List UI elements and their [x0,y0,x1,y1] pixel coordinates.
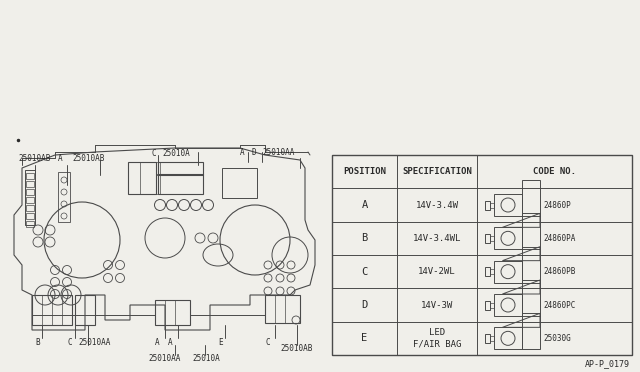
Bar [140,162,160,194]
Bar [522,280,540,316]
Text: 14V-3.4WL: 14V-3.4WL [413,234,461,243]
Text: 25010AA: 25010AA [262,148,294,157]
Bar [26,197,34,203]
Text: 25010A: 25010A [192,354,220,363]
Text: D: D [362,300,367,310]
Text: 14V-3.4W: 14V-3.4W [415,201,458,209]
Text: 25010AA: 25010AA [78,338,110,347]
Bar [155,300,190,325]
Bar [26,181,34,187]
Bar [522,247,540,283]
Text: A: A [362,200,367,210]
Bar [494,194,522,216]
Text: 25010AA: 25010AA [148,354,180,363]
Text: 24860PB: 24860PB [543,267,575,276]
Text: AP-P_0179: AP-P_0179 [585,359,630,368]
Bar [26,173,34,179]
Bar [490,302,494,308]
Text: 25030G: 25030G [543,334,571,343]
Bar [490,202,494,208]
Bar [490,336,494,341]
Bar [494,261,522,283]
Bar [332,155,632,355]
Bar [26,213,34,219]
Bar [522,213,540,249]
Bar [485,334,490,343]
Bar [494,294,522,316]
Text: D: D [251,148,255,157]
Bar [265,295,300,323]
Text: A: A [155,338,159,347]
Bar [485,267,490,276]
Text: 25010AB: 25010AB [280,344,312,353]
Text: 24860PC: 24860PC [543,301,575,310]
Text: SPECIFICATION: SPECIFICATION [402,167,472,176]
Text: B: B [35,338,40,347]
Bar [158,162,203,194]
Text: 25010AB: 25010AB [18,154,51,163]
Text: 24860P: 24860P [543,201,571,209]
Bar [26,189,34,195]
Bar [522,313,540,349]
Bar [58,172,70,222]
Bar [522,180,540,216]
Text: 25010AB: 25010AB [72,154,104,163]
Bar [485,201,490,209]
Bar [490,269,494,274]
Bar [75,295,95,325]
Bar [32,295,72,325]
Bar [26,205,34,211]
Text: C: C [362,267,367,277]
Text: A: A [58,154,63,163]
Bar [485,301,490,310]
Text: C: C [265,338,269,347]
Text: 14V-2WL: 14V-2WL [418,267,456,276]
Text: A: A [168,338,173,347]
Bar [490,236,494,241]
Text: 24860PA: 24860PA [543,234,575,243]
Text: 14V-3W: 14V-3W [421,301,453,310]
Text: C: C [67,338,72,347]
Text: LED
F/AIR BAG: LED F/AIR BAG [413,328,461,349]
Bar [222,168,257,198]
Text: POSITION: POSITION [343,167,386,176]
Bar [26,221,34,227]
Text: B: B [362,233,367,243]
Bar [494,227,522,249]
Bar [25,170,35,225]
Bar [485,234,490,243]
Text: E: E [218,338,223,347]
Bar [494,327,522,349]
Bar [128,162,156,194]
Text: CODE NO.: CODE NO. [533,167,576,176]
Text: A: A [240,148,244,157]
Text: E: E [362,333,367,343]
Text: 25010A: 25010A [162,149,189,158]
Text: C: C [152,149,157,158]
